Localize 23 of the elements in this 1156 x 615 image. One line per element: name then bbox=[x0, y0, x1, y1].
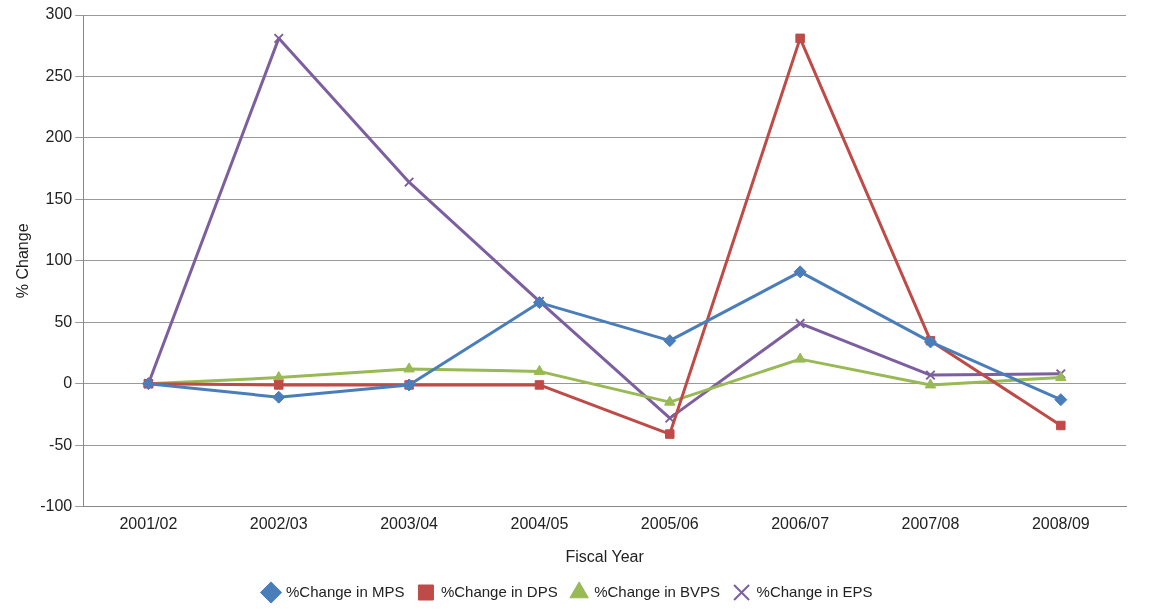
x-tick-label: 2001/02 bbox=[119, 514, 178, 532]
y-tick-label: 300 bbox=[45, 5, 73, 23]
x-tick-label: 2002/03 bbox=[249, 514, 308, 532]
y-tick-label: 200 bbox=[45, 128, 73, 146]
y-tick-label: -50 bbox=[49, 435, 73, 453]
y-tick-label: 250 bbox=[45, 66, 73, 84]
y-tick-label: 0 bbox=[63, 374, 73, 392]
x-tick-label: 2005/06 bbox=[640, 514, 699, 532]
y-tick-label: 150 bbox=[45, 189, 73, 207]
x-tick-label: 2007/08 bbox=[901, 514, 960, 532]
legend-label: %Change in MPS bbox=[286, 582, 405, 600]
y-tick-label: -100 bbox=[40, 497, 73, 515]
y-tick-label: 100 bbox=[45, 251, 73, 269]
y-axis-title: % Change bbox=[14, 223, 32, 299]
legend-label: %Change in BVPS bbox=[594, 582, 721, 600]
x-tick-label: 2008/09 bbox=[1031, 514, 1090, 532]
x-tick-label: 2006/07 bbox=[771, 514, 830, 532]
legend-label: %Change in DPS bbox=[440, 582, 558, 600]
x-axis-title: Fiscal Year bbox=[565, 547, 645, 565]
y-tick-label: 50 bbox=[54, 312, 73, 330]
x-tick-label: 2003/04 bbox=[380, 514, 439, 532]
x-tick-label: 2004/05 bbox=[510, 514, 569, 532]
legend-label: %Change in EPS bbox=[756, 582, 873, 600]
